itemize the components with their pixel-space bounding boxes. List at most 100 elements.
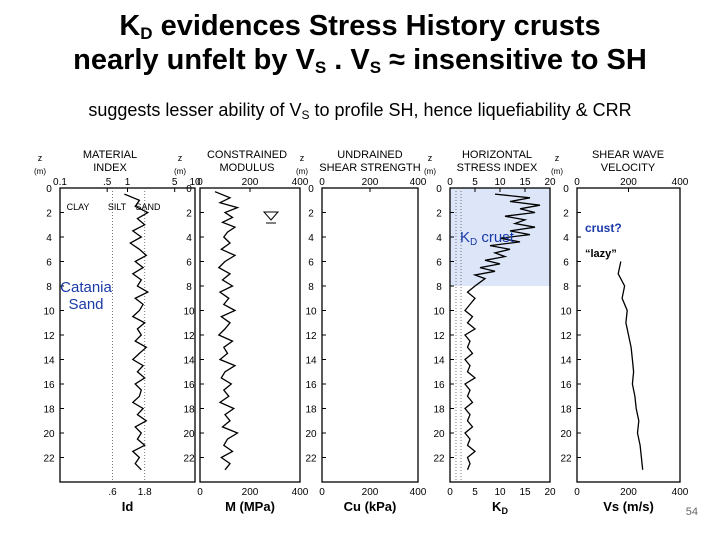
x-tick-label-bottom: 200 [620,487,637,498]
y-tick-label: 16 [433,380,445,391]
page-number: 54 [685,506,698,518]
x-tick-label-bottom: 400 [410,487,427,498]
x-tick-label-top: 5 [172,177,178,188]
y-tick-label: 14 [183,356,195,367]
y-tick-label: 0 [436,184,442,195]
y-tick-label: 6 [436,258,442,269]
y-tick-label: 16 [43,380,55,391]
panel-title-line: INDEX [93,162,127,174]
y-tick-label: 10 [560,307,572,318]
y-tick-label: 16 [305,380,317,391]
x-tick-label-bottom: .6 [108,487,117,498]
y-tick-label: 2 [46,209,52,220]
lazy-annotation: “lazy” [585,248,617,260]
catania-sand-annotation: Catania [60,279,112,296]
panel-frame [199,187,301,483]
y-tick-label: 6 [186,258,192,269]
y-tick-label: 2 [308,209,314,220]
y-tick-label: 8 [563,282,569,293]
y-tick-label: 12 [183,331,195,342]
y-tick-label: 18 [305,405,317,416]
x-tick-label-bottom: 200 [362,487,379,498]
z-axis-unit: (m) [424,167,436,176]
y-tick-label: 20 [560,429,572,440]
profile-line-shear-wave-velocity [617,261,644,470]
y-tick-label: 12 [560,331,572,342]
panel-undrained-shear-strength [321,187,419,483]
profile-line-horizontal-stress-index [464,193,541,471]
z-axis-unit: (m) [296,167,308,176]
y-tick-label: 2 [436,209,442,220]
y-tick-label: 2 [563,209,569,220]
x-tick-label-top: 400 [410,177,427,188]
slide-subtitle: suggests lesser ability of VS to profile… [88,100,632,122]
panel-title-line: MODULUS [219,162,274,174]
y-tick-label: 6 [46,258,52,269]
y-tick-label: 18 [43,405,55,416]
panel-material-index [59,187,196,483]
y-tick-label: 22 [560,454,572,465]
water-table-marker [262,211,280,221]
x-tick-label-bottom: 0 [197,487,203,498]
x-tick-label-bottom: 5 [472,487,478,498]
y-tick-label: 10 [183,307,195,318]
x-tick-label-top: 200 [620,177,637,188]
y-tick-label: 12 [43,331,55,342]
x-tick-label-bottom: 0 [319,487,325,498]
x-tick-label-bottom: 20 [544,487,556,498]
x-tick-label-top: 200 [242,177,259,188]
x-tick-label-top: 15 [519,177,531,188]
x-tick-label-top: 400 [672,177,689,188]
x-tick-label-bottom: 400 [672,487,689,498]
x-tick-label-top: 20 [544,177,556,188]
panel-title-line: UNDRAINED [337,149,402,161]
y-tick-label: 16 [560,380,572,391]
x-tick-label-bottom: 1.8 [138,487,152,498]
x-axis-label: M (MPa) [225,499,275,514]
crust-question-annotation: crust? [585,221,622,235]
x-tick-label-top: 10 [189,177,201,188]
x-tick-label-top: 0 [319,177,325,188]
z-axis-unit: (m) [174,167,186,176]
y-tick-label: 12 [305,331,317,342]
y-tick-label: 4 [46,233,52,244]
panel-title-line: HORIZONTAL [462,149,532,161]
y-tick-label: 18 [560,405,572,416]
y-tick-label: 22 [305,454,317,465]
panel-horizontal-stress-index [449,187,551,483]
x-tick-label-bottom: 10 [494,487,506,498]
x-tick-label-top: 10 [494,177,506,188]
x-tick-label-bottom: 400 [292,487,309,498]
y-tick-label: 8 [46,282,52,293]
y-tick-label: 12 [433,331,445,342]
x-tick-label-bottom: 15 [519,487,531,498]
y-tick-label: 20 [305,429,317,440]
y-tick-label: 8 [186,282,192,293]
catania-sand-annotation: Sand [68,296,103,313]
y-tick-label: 22 [43,454,55,465]
y-tick-label: 0 [308,184,314,195]
panel-title-line: CONSTRAINED [207,149,287,161]
y-tick-label: 20 [433,429,445,440]
soil-label-clay: CLAY [67,202,90,212]
panel-title-line: SHEAR WAVE [592,149,664,161]
x-tick-label-top: 0 [574,177,580,188]
y-tick-label: 14 [560,356,572,367]
soil-label-silt: SILT [108,202,127,212]
soil-label-sand: SAND [135,202,161,212]
z-axis-label: z [555,153,560,163]
y-tick-label: 22 [433,454,445,465]
profile-line-material-index [124,193,150,471]
y-tick-label: 4 [308,233,314,244]
panel-title-line: VELOCITY [601,162,656,174]
y-tick-label: 20 [43,429,55,440]
x-tick-label-top: 1 [125,177,131,188]
slide-title-line1: KD evidences Stress History crusts [119,10,601,43]
panel-constrained-modulus [199,187,301,483]
y-tick-label: 14 [433,356,445,367]
panel-title-line: STRESS INDEX [457,162,538,174]
z-axis-label: z [428,153,433,163]
x-tick-label-top: 400 [292,177,309,188]
y-tick-label: 6 [563,258,569,269]
